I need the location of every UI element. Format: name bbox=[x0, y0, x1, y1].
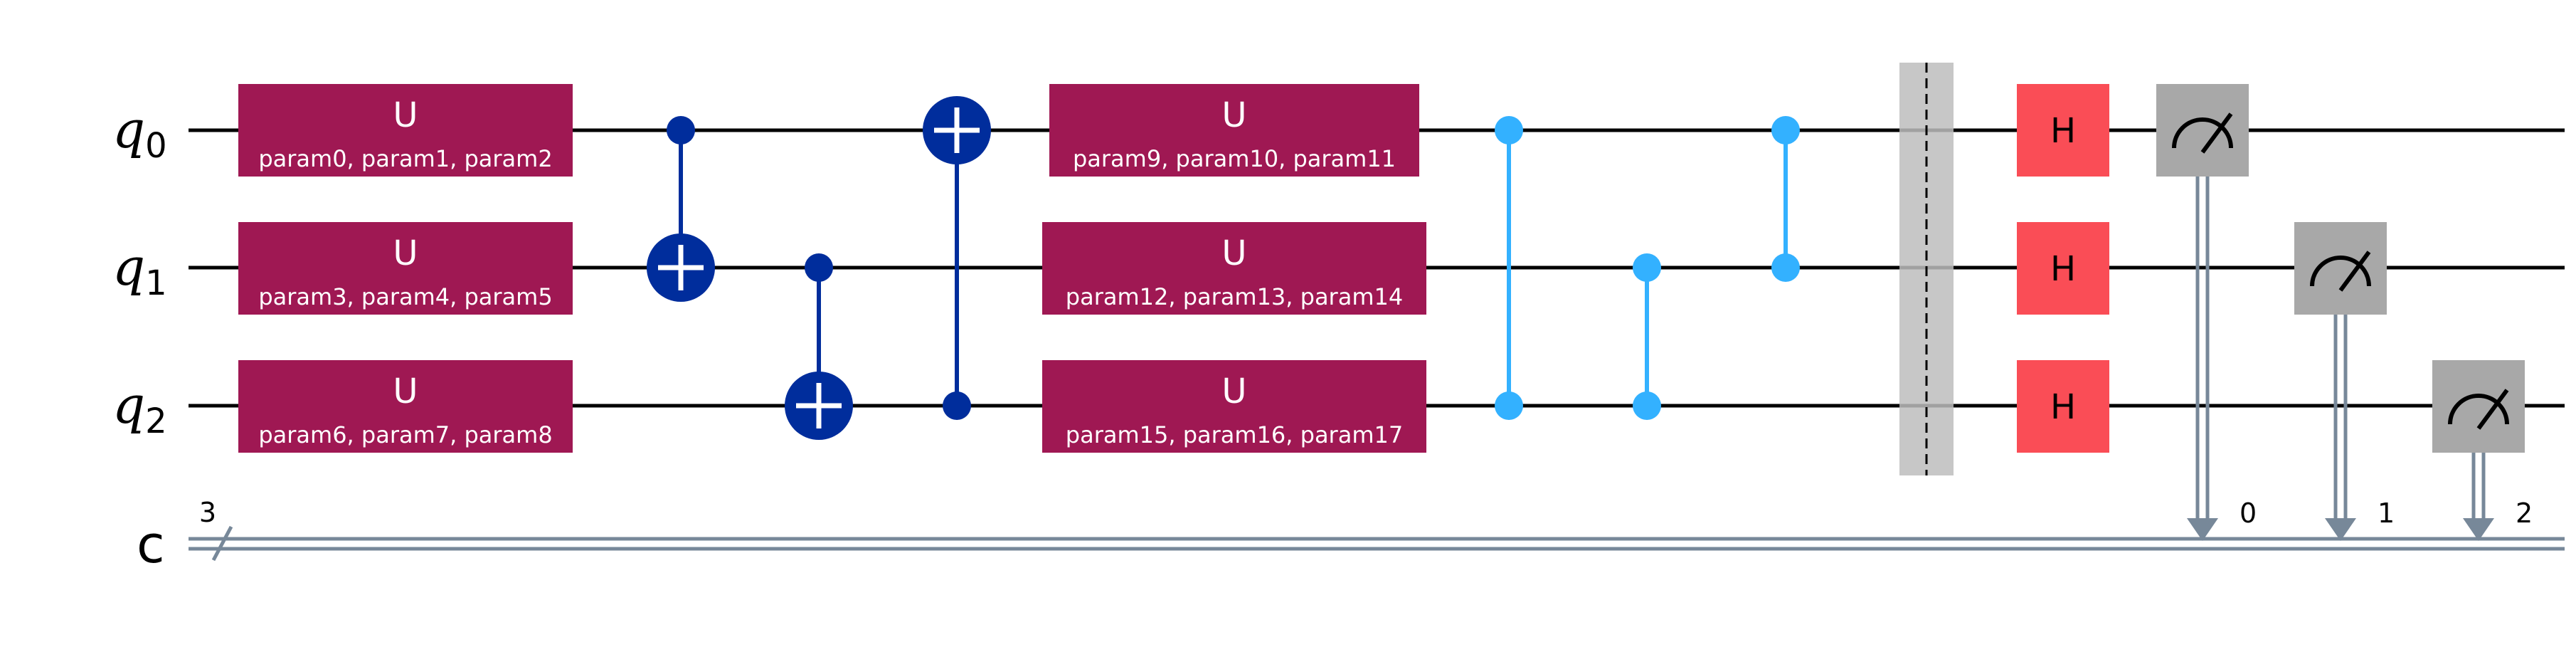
meter-icon bbox=[2310, 256, 2371, 287]
meter-icon bbox=[2448, 394, 2509, 425]
u-gate-q1-col1: U param3, param4, param5 bbox=[238, 222, 573, 315]
u-gate-q0-col2: U param9, param10, param11 bbox=[1049, 84, 1419, 177]
h-gate-q2: H bbox=[2017, 360, 2109, 453]
measure-q2: 2 bbox=[2432, 360, 2533, 541]
svg-text:U: U bbox=[393, 233, 418, 273]
measure-cbit-label: 1 bbox=[2378, 498, 2395, 529]
cz-dot bbox=[1771, 253, 1800, 282]
cz-dot bbox=[1633, 391, 1661, 420]
cz-gate-q1-q2 bbox=[1633, 253, 1661, 420]
measure-q0: 0 bbox=[2156, 84, 2257, 541]
qubit-label-2: q2 bbox=[112, 375, 167, 441]
cz-dot bbox=[1495, 391, 1523, 420]
svg-text:param12, param13, param14: param12, param13, param14 bbox=[1066, 283, 1403, 310]
svg-text:H: H bbox=[2050, 111, 2076, 151]
cnot-control-dot bbox=[805, 253, 833, 282]
qubit-label-1: q1 bbox=[112, 237, 167, 303]
measure-arrow bbox=[2325, 518, 2356, 541]
measure-cbit-label: 2 bbox=[2516, 498, 2533, 529]
cz-gate-q0-q1 bbox=[1771, 116, 1800, 282]
cz-dot bbox=[1495, 116, 1523, 144]
cnot-control-dot bbox=[943, 391, 971, 420]
classical-register-size: 3 bbox=[199, 497, 216, 528]
svg-text:U: U bbox=[1221, 372, 1246, 411]
cnot-control-dot bbox=[667, 116, 695, 144]
cnot-gate-q0-q1 bbox=[647, 116, 715, 302]
measure-cbit-label: 0 bbox=[2240, 498, 2257, 529]
svg-text:U: U bbox=[393, 95, 418, 135]
cz-dot bbox=[1633, 253, 1661, 282]
svg-text:param3, param4, param5: param3, param4, param5 bbox=[258, 283, 552, 310]
meter-icon bbox=[2172, 117, 2233, 149]
svg-text:param15, param16, param17: param15, param16, param17 bbox=[1066, 421, 1403, 448]
measure-arrow bbox=[2187, 518, 2218, 541]
cnot-gate-q1-q2 bbox=[785, 253, 853, 440]
h-gate-q0: H bbox=[2017, 84, 2109, 177]
cz-dot bbox=[1771, 116, 1800, 144]
cz-gate-q0-q2 bbox=[1495, 116, 1523, 420]
svg-text:U: U bbox=[393, 372, 418, 411]
classical-bundle-slash bbox=[211, 525, 233, 562]
svg-text:H: H bbox=[2050, 387, 2076, 427]
u-gate-q2-col1: U param6, param7, param8 bbox=[238, 360, 573, 453]
svg-text:H: H bbox=[2050, 249, 2076, 289]
classical-register-label: c bbox=[137, 515, 165, 574]
cnot-gate-q2-q0 bbox=[923, 96, 991, 420]
u-gate-q2-col2: U param15, param16, param17 bbox=[1042, 360, 1426, 453]
h-gate-q1: H bbox=[2017, 222, 2109, 315]
svg-text:param0, param1, param2: param0, param1, param2 bbox=[258, 145, 552, 172]
measure-q1: 1 bbox=[2294, 222, 2395, 541]
u-gate-q1-col2: U param12, param13, param14 bbox=[1042, 222, 1426, 315]
svg-text:U: U bbox=[1221, 233, 1246, 273]
svg-text:param9, param10, param11: param9, param10, param11 bbox=[1073, 145, 1396, 172]
barrier bbox=[1899, 63, 1954, 475]
svg-text:param6, param7, param8: param6, param7, param8 bbox=[258, 421, 552, 448]
measure-arrow bbox=[2463, 518, 2494, 541]
classical-wire bbox=[189, 537, 2565, 551]
u-gate-q0-col1: U param0, param1, param2 bbox=[238, 84, 573, 177]
qubit-label-0: q0 bbox=[112, 100, 167, 166]
svg-text:U: U bbox=[1221, 95, 1246, 135]
